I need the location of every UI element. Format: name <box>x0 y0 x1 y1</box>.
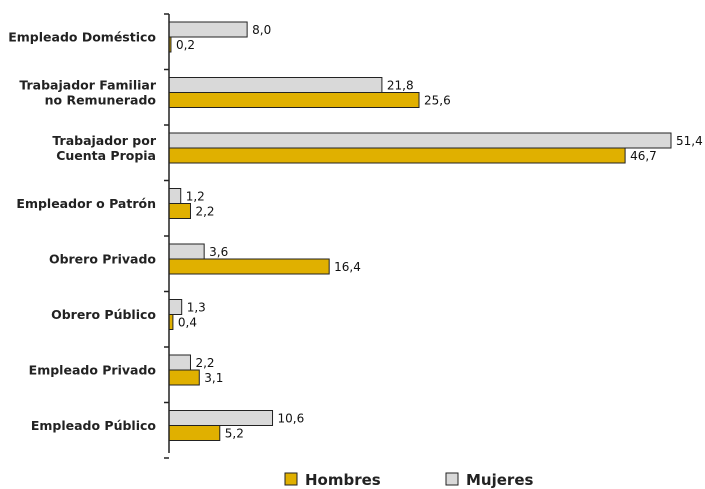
category-label-0: Empleado Doméstico <box>8 30 156 45</box>
bar-hombres-4 <box>168 258 330 275</box>
value-label-mujeres-7: 10,6 <box>278 412 305 426</box>
bar-mujeres-1 <box>168 77 383 93</box>
value-label-hombres-3: 2,2 <box>195 205 214 219</box>
value-label-mujeres-1: 21,8 <box>387 79 414 93</box>
category-label-2-0: Trabajador por <box>52 133 156 148</box>
value-label-mujeres-2: 51,4 <box>676 134 703 148</box>
value-label-mujeres-6: 2,2 <box>195 356 214 370</box>
category-label-1-1: no Remunerado <box>45 93 157 108</box>
y-axis <box>164 13 170 459</box>
legend-swatch-hombres <box>284 472 298 486</box>
bar-hombres-7 <box>168 425 221 441</box>
value-label-hombres-0: 0,2 <box>176 38 195 52</box>
value-label-hombres-7: 5,2 <box>225 427 244 441</box>
value-label-mujeres-0: 8,0 <box>252 23 271 37</box>
legend: Hombres Mujeres <box>284 471 533 489</box>
value-label-hombres-2: 46,7 <box>630 149 657 163</box>
category-label-5: Obrero Público <box>51 307 156 322</box>
category-label-1-0: Trabajador Familiar <box>19 78 156 93</box>
value-label-hombres-1: 25,6 <box>424 94 451 108</box>
category-label-7: Empleado Público <box>31 418 157 433</box>
category-label-6: Empleado Privado <box>29 363 157 378</box>
bar-hombres-6 <box>168 369 200 386</box>
value-labels-group: 8,00,221,825,651,446,71,22,23,616,41,30,… <box>176 23 703 441</box>
bar-hombres-2 <box>168 147 626 164</box>
bar-hombres-1 <box>168 92 420 108</box>
bar-mujeres-0 <box>168 21 248 38</box>
bars-group <box>168 21 672 441</box>
bar-mujeres-4 <box>168 243 205 260</box>
bar-mujeres-6 <box>168 354 191 371</box>
value-label-hombres-6: 3,1 <box>204 371 223 385</box>
value-label-mujeres-3: 1,2 <box>186 190 205 204</box>
bar-mujeres-5 <box>168 299 183 315</box>
bar-hombres-3 <box>168 203 191 219</box>
value-label-mujeres-5: 1,3 <box>187 301 206 315</box>
value-label-hombres-4: 16,4 <box>334 260 361 274</box>
category-label-3: Empleador o Patrón <box>16 196 156 211</box>
value-label-mujeres-4: 3,6 <box>209 245 228 259</box>
category-label-2-1: Cuenta Propia <box>56 148 156 163</box>
legend-label-mujeres: Mujeres <box>466 471 533 489</box>
category-label-4: Obrero Privado <box>49 252 156 267</box>
legend-swatch-mujeres <box>445 472 459 486</box>
category-labels-group: Empleado Doméstico Trabajador Familiarno … <box>8 30 157 434</box>
bar-mujeres-2 <box>168 132 672 149</box>
bar-mujeres-3 <box>168 188 182 204</box>
legend-label-hombres: Hombres <box>305 471 381 489</box>
bar-mujeres-7 <box>168 410 274 426</box>
value-label-hombres-5: 0,4 <box>178 316 197 330</box>
